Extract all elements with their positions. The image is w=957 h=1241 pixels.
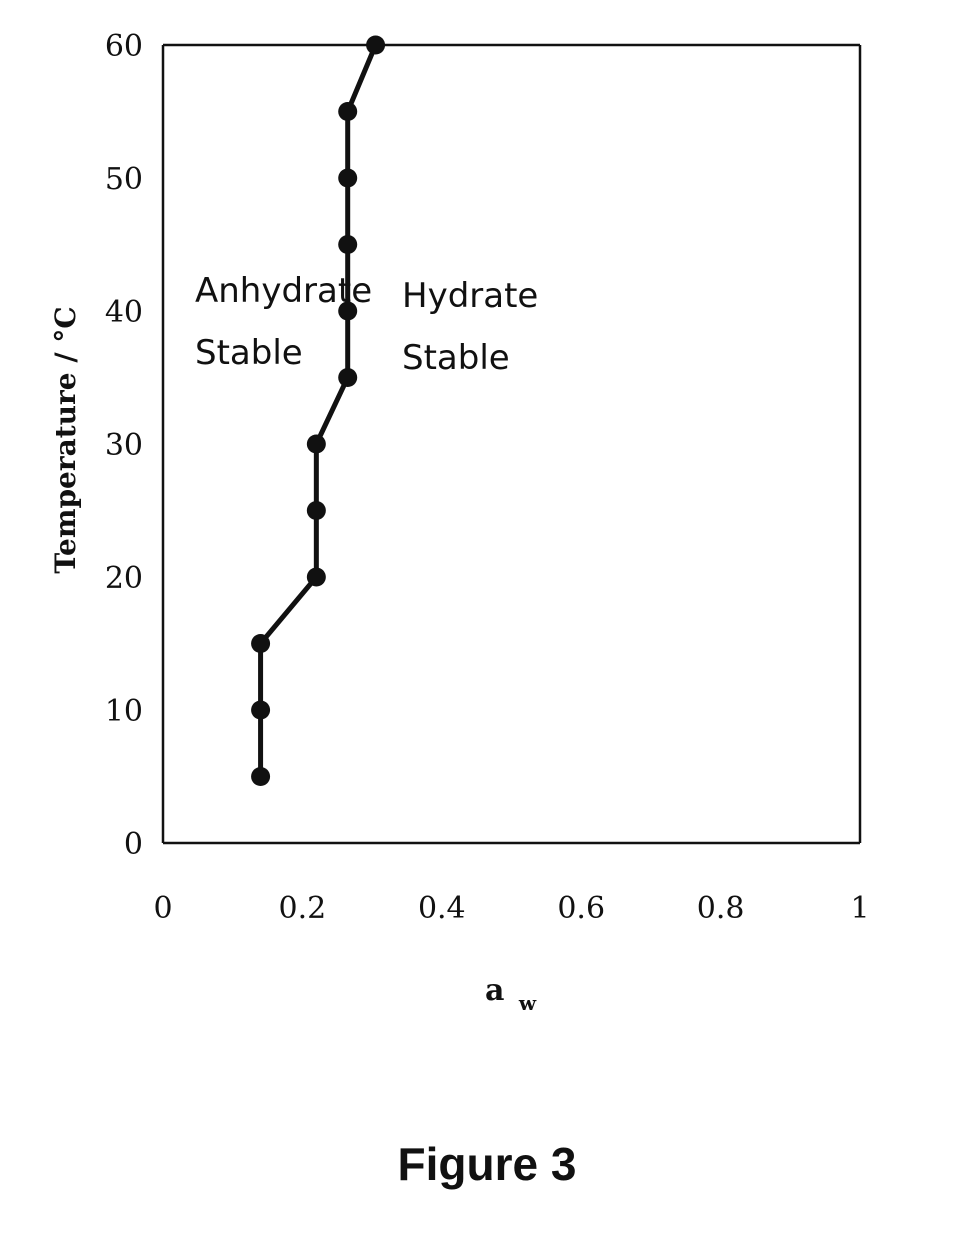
data-point [338,235,358,254]
y-axis-label: Temperature / °C [49,306,82,573]
y-tick-label: 30 [105,428,143,463]
y-tick-label: 40 [105,295,143,330]
data-series [251,35,386,786]
data-point [338,368,358,387]
figure-caption: Figure 3 [398,1138,577,1190]
series-line [258,44,378,777]
data-point [251,634,271,653]
data-point [306,434,326,454]
data-point [306,501,326,520]
region-label-hydrate-line2: Stable [402,338,510,378]
y-tick-label: 60 [105,29,143,64]
x-axis-label: a w [485,973,537,1015]
region-label-anhydrate-line1: Anhydrate [195,271,372,311]
x-tick-label: 0.8 [697,891,745,926]
data-point [251,767,271,786]
x-tick-label: 0 [153,891,172,926]
region-label-anhydrate-line2: Stable [195,333,303,373]
region-label-anhydrate: Anhydrate Stable [195,271,383,373]
data-point [251,700,271,720]
data-point [366,35,386,55]
y-tick-label: 50 [105,162,143,197]
region-label-hydrate-line1: Hydrate [402,276,538,316]
data-point [338,168,358,188]
data-point [306,567,326,587]
y-tick-label: 20 [105,561,143,596]
data-point [338,102,358,121]
x-tick-label: 0.6 [557,891,605,926]
x-axis-label-subscript: w [518,991,537,1015]
x-axis-label-main: a [485,973,504,1008]
y-tick-label: 0 [124,827,143,862]
data-point [338,301,358,321]
x-tick-label: 0.4 [418,891,466,926]
plot-frame [161,43,862,845]
x-tick-label: 0.2 [279,891,327,926]
y-tick-label: 10 [105,694,143,729]
x-tick-label: 1 [850,891,869,926]
y-tick-labels: 0 10 20 30 40 50 60 [105,29,143,862]
x-tick-labels: 0 0.2 0.4 0.6 0.8 1 [153,891,869,926]
region-label-hydrate: Hydrate Stable [402,276,549,378]
